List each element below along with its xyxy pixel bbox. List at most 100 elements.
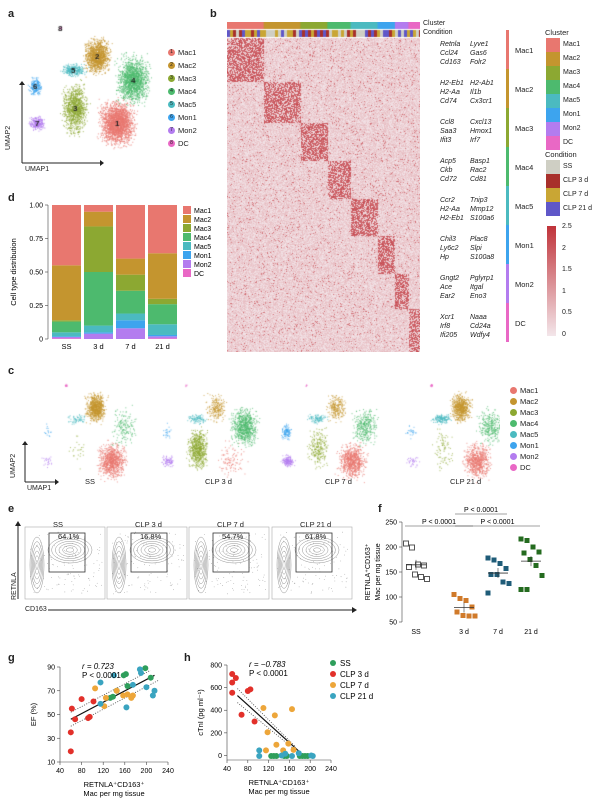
flow-event xyxy=(162,545,164,547)
contour xyxy=(230,547,238,553)
flow-event xyxy=(240,531,242,533)
umap-title-3: CLP 21 d xyxy=(450,477,482,486)
gene-label: Naaa xyxy=(470,314,487,321)
gene-label: Lyve1 xyxy=(470,41,489,48)
flow-event xyxy=(312,583,314,584)
flow-event xyxy=(51,564,53,565)
flow-event xyxy=(155,591,157,593)
flow-event xyxy=(252,559,254,561)
legend-dot xyxy=(510,409,517,416)
y-tick-label: 10 xyxy=(47,760,55,767)
flow-event xyxy=(315,554,317,556)
bar-segment-mac2 xyxy=(116,258,145,275)
flow-event xyxy=(78,574,80,576)
gene-label: Hp xyxy=(440,254,449,261)
flow-event xyxy=(87,590,88,592)
flow-event xyxy=(205,592,207,593)
flow-event xyxy=(114,554,115,556)
contour xyxy=(33,550,41,580)
legend-dot xyxy=(330,660,336,666)
panel-label-e: e xyxy=(8,503,15,515)
data-point-clp-3-d xyxy=(251,718,258,725)
flow-event xyxy=(83,588,85,590)
flow-event xyxy=(148,554,150,556)
flow-event xyxy=(100,533,101,535)
flow-event xyxy=(121,540,123,542)
legend-dot xyxy=(510,420,517,427)
legend-label: Mac4 xyxy=(520,419,539,428)
gene-label: Acp5 xyxy=(440,158,456,165)
condition-label: CLP 7 d xyxy=(563,191,589,198)
flow-event xyxy=(148,574,150,576)
contour xyxy=(215,538,253,562)
bar-segment-mac3 xyxy=(116,274,145,291)
flow-event xyxy=(281,583,283,585)
data-point xyxy=(421,562,427,569)
contour xyxy=(219,541,249,559)
data-point-clp-7-d xyxy=(260,704,267,711)
flow-event xyxy=(213,586,215,588)
legend-swatch xyxy=(183,233,191,241)
contour xyxy=(144,545,160,555)
flow-event xyxy=(221,550,223,552)
flow-event xyxy=(99,547,101,548)
flow-event xyxy=(205,581,207,583)
y-tick-label: 0 xyxy=(39,337,43,344)
gene-label: Ear2 xyxy=(440,293,455,300)
bar-segment-mac3 xyxy=(52,320,81,322)
x-label-2: Mac per mg tissue xyxy=(83,789,144,798)
data-point-clp-3-d xyxy=(90,698,97,705)
flow-event xyxy=(242,580,244,581)
flow-event xyxy=(72,551,74,553)
flow-event xyxy=(32,578,34,580)
data-point xyxy=(451,592,457,597)
flow-event xyxy=(179,579,181,580)
x-tick-label: 160 xyxy=(119,768,131,775)
flow-event xyxy=(177,583,179,585)
legend-condition-title: Condition xyxy=(545,150,577,159)
umap-by-condition xyxy=(20,375,500,490)
flow-event xyxy=(311,583,313,585)
flow-event xyxy=(243,560,245,561)
contour xyxy=(298,538,336,562)
flow-event xyxy=(34,584,36,586)
data-point-clp-21-d xyxy=(143,684,150,691)
flow-event xyxy=(64,578,66,580)
contour xyxy=(196,546,206,584)
data-point-ss xyxy=(142,665,149,672)
flow-event xyxy=(237,544,239,546)
bar-segment-mac4 xyxy=(84,272,113,326)
y-tick-label: 250 xyxy=(385,520,397,527)
contour xyxy=(47,536,93,564)
flow-event xyxy=(150,573,152,575)
colorbar-tick: 2.5 xyxy=(562,223,572,230)
data-point-clp-3-d xyxy=(86,713,93,720)
legend-label: Mac1 xyxy=(178,48,197,57)
data-point-clp-3-d xyxy=(238,711,245,718)
legend-cluster-title: Cluster xyxy=(545,28,569,37)
flow-event xyxy=(119,533,121,535)
legend-label: CLP 7 d xyxy=(340,681,369,690)
contour xyxy=(140,543,164,557)
flow-event xyxy=(128,585,130,587)
flow-event xyxy=(331,590,333,592)
legend-item-mac2: 2 Mac2 xyxy=(168,61,196,70)
contour xyxy=(115,550,123,580)
flow-event xyxy=(317,531,318,533)
flow-event xyxy=(328,588,330,590)
flow-event xyxy=(101,584,102,586)
flow-event xyxy=(147,587,149,589)
flow-event xyxy=(308,534,310,536)
condition-swatch xyxy=(546,188,560,202)
flow-event xyxy=(56,584,58,586)
legend-swatch xyxy=(183,224,191,232)
gene-label: Cd163 xyxy=(440,59,461,66)
legend-label: Mac4 xyxy=(194,235,211,242)
bar-segment-mac5 xyxy=(52,332,81,337)
flow-event xyxy=(135,531,136,533)
flow-event xyxy=(316,563,318,565)
flow-event xyxy=(323,543,325,545)
flow-event xyxy=(82,590,84,591)
y-tick-label: 150 xyxy=(385,570,397,577)
flow-event xyxy=(131,584,133,586)
